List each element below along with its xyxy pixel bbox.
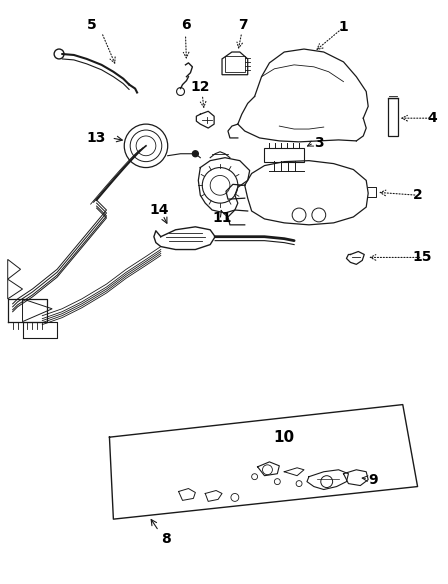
Text: 11: 11 (212, 211, 232, 225)
Text: 12: 12 (190, 79, 210, 93)
Text: 2: 2 (413, 188, 422, 202)
Polygon shape (8, 259, 21, 279)
Text: 6: 6 (181, 18, 190, 32)
Text: 15: 15 (413, 251, 432, 265)
Polygon shape (8, 279, 22, 299)
Bar (225, 56, 245, 72)
Circle shape (192, 151, 198, 157)
Text: 13: 13 (87, 131, 106, 145)
Bar (388, 99, 398, 136)
Text: 8: 8 (161, 532, 171, 546)
Text: 9: 9 (368, 472, 378, 486)
Text: 4: 4 (427, 111, 437, 125)
Text: 7: 7 (238, 18, 248, 32)
Text: 5: 5 (87, 18, 96, 32)
Polygon shape (22, 299, 52, 322)
Bar (264, 148, 304, 162)
Text: 10: 10 (274, 430, 295, 444)
Text: 1: 1 (339, 20, 349, 34)
Text: 14: 14 (149, 203, 168, 217)
Text: 3: 3 (314, 136, 323, 150)
